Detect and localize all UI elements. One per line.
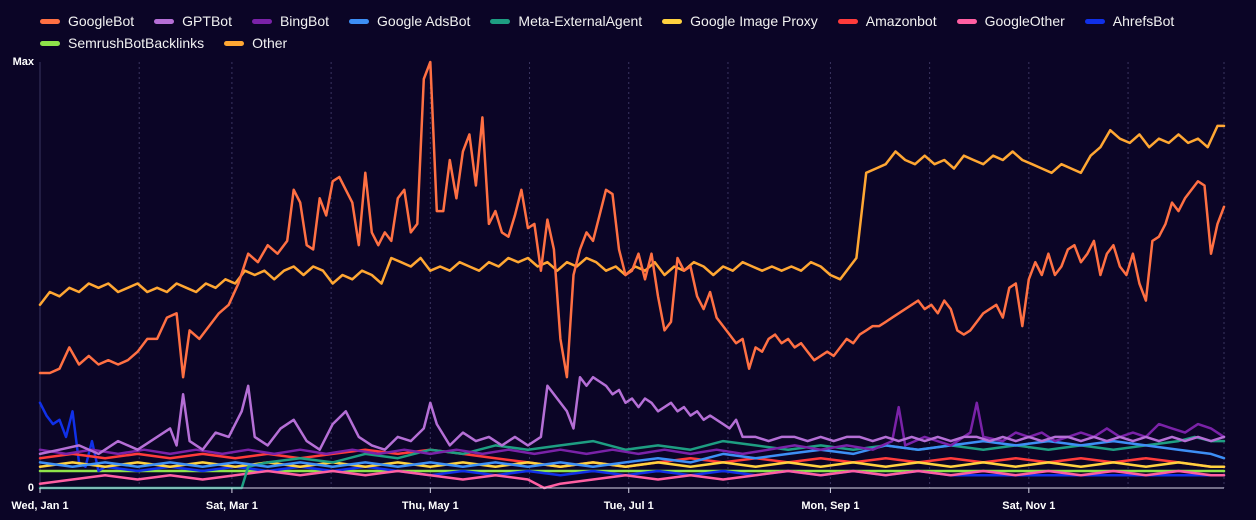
legend-swatch — [1084, 18, 1105, 24]
legend-label: Other — [252, 35, 288, 51]
legend-swatch — [349, 18, 370, 24]
legend-label: GoogleBot — [68, 13, 135, 29]
legend-item[interactable]: BingBot — [251, 10, 330, 32]
y-max-label: Max — [13, 56, 35, 68]
legend-label: GoogleOther — [984, 13, 1065, 29]
legend-label: SemrushBotBacklinks — [68, 35, 205, 51]
x-tick-label: Mon, Sep 1 — [801, 500, 859, 512]
series-line — [38, 401, 1226, 477]
legend-label: BingBot — [279, 13, 330, 29]
legend-item[interactable]: Other — [224, 32, 287, 54]
legend-label: GPTBot — [182, 13, 232, 29]
legend-item[interactable]: GoogleBot — [40, 10, 134, 32]
legend-label: Google AdsBot — [377, 13, 471, 29]
x-tick-label: Sat, Mar 1 — [206, 500, 258, 512]
series-lines — [38, 60, 1226, 490]
legend-item[interactable]: Amazonbot — [837, 10, 937, 32]
series-line — [38, 461, 1226, 468]
legend-swatch — [490, 18, 511, 24]
legend-swatch — [956, 18, 977, 24]
legend-label: Amazonbot — [865, 13, 937, 29]
x-tick-label: Tue, Jul 1 — [604, 500, 654, 512]
series-line — [38, 401, 1226, 456]
axes: Wed, Jan 1 Sat, Mar 1 Thu, May 1 Tue, Jul 1… — [11, 56, 1224, 512]
legend-label: Google Image Proxy — [690, 13, 818, 29]
series-line — [38, 124, 1226, 307]
legend-label: Meta-ExternalAgent — [518, 13, 643, 29]
legend-label: AhrefsBot — [1112, 13, 1175, 29]
legend-item[interactable]: GPTBot — [154, 10, 232, 32]
legend-item[interactable]: Meta-ExternalAgent — [490, 10, 642, 32]
series-line — [38, 375, 1226, 456]
legend-swatch — [154, 18, 175, 24]
legend-swatch — [251, 18, 272, 24]
x-tick-label: Sat, Nov 1 — [1002, 500, 1055, 512]
legend-swatch — [662, 18, 683, 24]
x-tick-label: Thu, May 1 — [402, 500, 459, 512]
legend-swatch — [224, 40, 245, 46]
legend-item[interactable]: SemrushBotBacklinks — [40, 32, 204, 54]
series-line — [38, 60, 1226, 379]
legend-item[interactable]: GoogleOther — [956, 10, 1065, 32]
legend-swatch — [40, 40, 60, 46]
chart-legend: GoogleBot GPTBot BingBot Google AdsBot Meta-… — [40, 10, 1230, 54]
grid — [39, 62, 1225, 488]
legend-item[interactable]: Google Image Proxy — [662, 10, 818, 32]
legend-swatch — [40, 18, 60, 24]
legend-item[interactable]: Google AdsBot — [349, 10, 470, 32]
legend-swatch — [837, 18, 858, 24]
legend-item[interactable]: AhrefsBot — [1084, 10, 1175, 32]
x-tick-label: Wed, Jan 1 — [11, 500, 68, 512]
y-zero-label: 0 — [28, 482, 34, 494]
